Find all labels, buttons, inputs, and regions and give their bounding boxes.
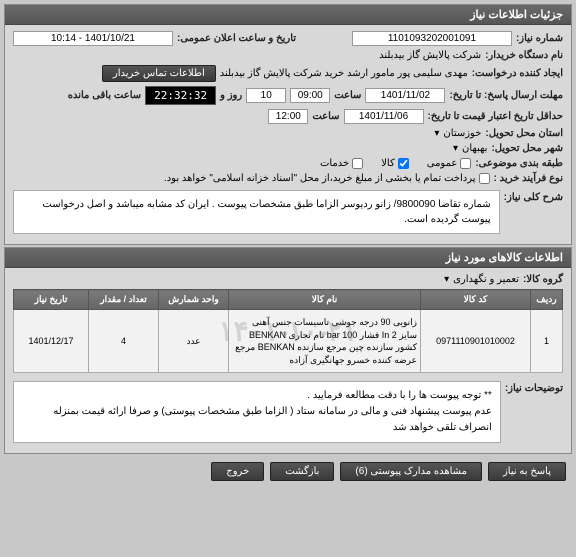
reply-button[interactable]: پاسخ به نیاز bbox=[488, 462, 566, 481]
need-details-panel: جزئیات اطلاعات نیاز شماره نیاز: 11010932… bbox=[4, 4, 572, 245]
cell-code: 0971110901010002 bbox=[421, 310, 531, 373]
category-general[interactable]: عمومی bbox=[427, 158, 472, 169]
panel1-body: شماره نیاز: 1101093202001091 تاریخ و ساع… bbox=[5, 25, 571, 244]
cell-qty: 4 bbox=[89, 310, 159, 373]
process-checkbox[interactable] bbox=[479, 173, 490, 184]
time-label-2: ساعت bbox=[312, 111, 339, 122]
validity-time: 12:00 bbox=[268, 109, 308, 124]
goods-table-wrap: ۱۴۰۱-۱۰-۲۱ ردیف کد کالا نام کالا واحد شم… bbox=[13, 289, 563, 373]
cell-name: زانویی 90 درجه جوشی تاسیسات جنس آهنی سای… bbox=[229, 310, 421, 373]
creator-value: مهدی سلیمی پور مامور ارشد خرید شرکت پالا… bbox=[220, 68, 468, 79]
table-header-row: ردیف کد کالا نام کالا واحد شمارش تعداد /… bbox=[14, 290, 563, 310]
chevron-down-icon[interactable]: ▾ bbox=[434, 128, 439, 139]
announce-label: تاریخ و ساعت اعلان عمومی: bbox=[177, 33, 296, 44]
group-value: تعمیر و نگهداری bbox=[453, 274, 519, 285]
validity-date: 1401/11/06 bbox=[344, 109, 424, 124]
city-label: شهر محل تحویل: bbox=[491, 143, 563, 154]
panel2-body: گروه کالا: تعمیر و نگهداری ▾ ۱۴۰۱-۱۰-۲۱ … bbox=[5, 268, 571, 453]
chevron-down-icon[interactable]: ▾ bbox=[453, 143, 458, 154]
notes-label: توضیحات نیاز: bbox=[505, 383, 563, 394]
deadline-label: مهلت ارسال پاسخ: تا تاریخ: bbox=[449, 90, 563, 101]
col-code: کد کالا bbox=[421, 290, 531, 310]
services-checkbox[interactable] bbox=[352, 158, 363, 169]
chevron-down-icon[interactable]: ▾ bbox=[444, 274, 449, 285]
category-label: طبقه بندی موضوعی: bbox=[475, 158, 563, 169]
col-unit: واحد شمارش bbox=[159, 290, 229, 310]
req-no-label: شماره نیاز: bbox=[516, 33, 563, 44]
cell-unit: عدد bbox=[159, 310, 229, 373]
city-value: بهبهان bbox=[462, 143, 487, 154]
col-row: ردیف bbox=[531, 290, 563, 310]
desc-label: شرح کلی نیاز: bbox=[504, 192, 563, 203]
remaining-label: ساعت باقی مانده bbox=[68, 90, 141, 101]
description-box: شماره تقاضا 9800090/ زانو ردیوسر الزاما … bbox=[13, 190, 500, 234]
province-label: استان محل تحویل: bbox=[485, 128, 563, 139]
countdown-timer: 22:32:32 bbox=[145, 86, 216, 105]
goods-checkbox[interactable] bbox=[398, 158, 409, 169]
category-goods[interactable]: کالا bbox=[381, 158, 409, 169]
province-value: خوزستان bbox=[443, 128, 481, 139]
col-qty: تعداد / مقدار bbox=[89, 290, 159, 310]
process-check[interactable]: پرداخت تمام یا بخشی از مبلغ خرید،از محل … bbox=[164, 173, 490, 184]
cell-date: 1401/12/17 bbox=[14, 310, 89, 373]
buyer-value: شرکت پالایش گاز بیدبلند bbox=[379, 50, 481, 61]
exit-button[interactable]: خروج bbox=[211, 462, 264, 481]
col-date: تاریخ نیاز bbox=[14, 290, 89, 310]
buyer-label: نام دستگاه خریدار: bbox=[485, 50, 563, 61]
notes-box: ** توجه پیوست ها را با دقت مطالعه فرمایی… bbox=[13, 381, 501, 443]
req-no-value: 1101093202001091 bbox=[352, 31, 512, 46]
category-services[interactable]: خدمات bbox=[320, 158, 363, 169]
back-button[interactable]: بازگشت bbox=[270, 462, 334, 481]
panel1-header: جزئیات اطلاعات نیاز bbox=[5, 5, 571, 25]
deadline-time: 09:00 bbox=[290, 88, 330, 103]
validity-label: حداقل تاریخ اعتبار قیمت تا تاریخ: bbox=[428, 111, 563, 122]
cell-row: 1 bbox=[531, 310, 563, 373]
general-checkbox[interactable] bbox=[460, 158, 471, 169]
announce-value: 1401/10/21 - 10:14 bbox=[13, 31, 173, 46]
goods-table: ردیف کد کالا نام کالا واحد شمارش تعداد /… bbox=[13, 289, 563, 373]
contact-button[interactable]: اطلاعات تماس خریدار bbox=[102, 65, 216, 82]
days-label: روز و bbox=[220, 90, 242, 101]
attachments-button[interactable]: مشاهده مدارک پیوستی (6) bbox=[340, 462, 482, 481]
goods-panel: اطلاعات کالاهای مورد نیاز گروه کالا: تعم… bbox=[4, 247, 572, 454]
time-label-1: ساعت bbox=[334, 90, 361, 101]
process-label: نوع فرآیند خرید : bbox=[494, 173, 563, 184]
group-label: گروه کالا: bbox=[523, 274, 563, 285]
table-row[interactable]: 1 0971110901010002 زانویی 90 درجه جوشی ت… bbox=[14, 310, 563, 373]
deadline-date: 1401/11/02 bbox=[365, 88, 445, 103]
creator-label: ایجاد کننده درخواست: bbox=[472, 68, 563, 79]
footer-buttons: پاسخ به نیاز مشاهده مدارک پیوستی (6) باز… bbox=[4, 456, 572, 487]
days-value: 10 bbox=[246, 88, 286, 103]
col-name: نام کالا bbox=[229, 290, 421, 310]
panel2-header: اطلاعات کالاهای مورد نیاز bbox=[5, 248, 571, 268]
